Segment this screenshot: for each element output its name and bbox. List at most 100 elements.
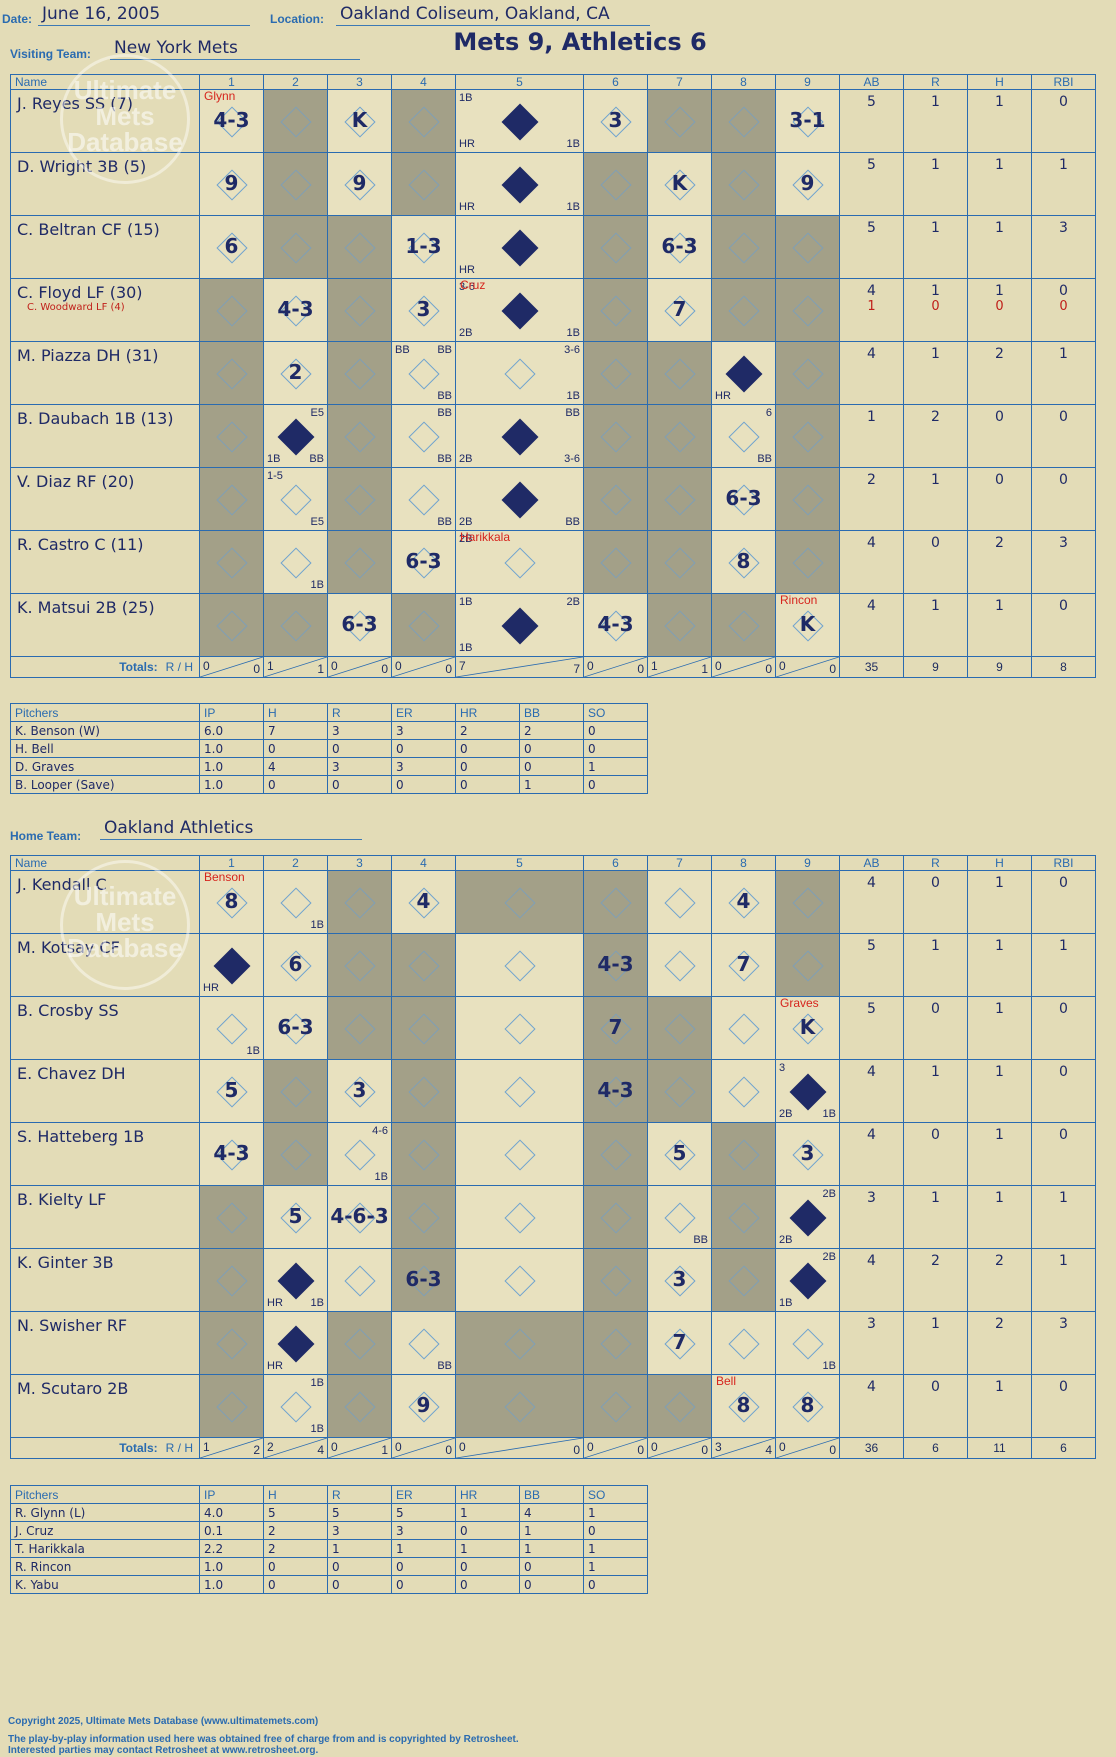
stat-value: 4	[867, 283, 876, 299]
base-mark: BB	[437, 390, 452, 402]
play-result: 9	[800, 171, 815, 195]
diamond-icon	[215, 295, 248, 327]
diamond-icon	[215, 1265, 248, 1297]
stat-value: 2	[931, 1253, 940, 1269]
at-bat-cell: HR	[455, 215, 584, 279]
at-bat-cell	[391, 89, 456, 153]
batter-stat: 3	[839, 1185, 904, 1249]
stat-value: 2	[867, 472, 876, 488]
pitcher-stat: 0	[455, 1575, 520, 1594]
stat-value: 4	[867, 875, 876, 891]
pitching-header: SO	[583, 703, 648, 722]
at-bat-cell: 4-6 1B	[327, 1122, 392, 1186]
at-bat-cell	[647, 933, 712, 997]
stat-value: 2	[995, 1253, 1004, 1269]
at-bat-cell	[455, 1248, 584, 1312]
diamond-icon	[727, 295, 760, 327]
play-result: 4	[416, 889, 431, 913]
pitcher-stat: 0	[583, 721, 648, 740]
pitcher-stat: 0	[327, 1557, 392, 1576]
batter-name: B. Kielty LF	[10, 1185, 200, 1249]
pitcher-stat: 0	[327, 739, 392, 758]
pitcher-change-note: Benson	[204, 870, 245, 884]
diamond-icon	[407, 421, 440, 453]
diamond-icon	[279, 1139, 312, 1171]
totals-label: Totals: R / H	[10, 656, 200, 678]
base-mark: 1B	[374, 1171, 388, 1183]
at-bat-cell: 4-3	[583, 1059, 648, 1123]
inning-runs: 1	[203, 1440, 210, 1454]
inning-runs: 0	[331, 659, 338, 673]
base-mark: 1-5	[267, 470, 283, 482]
stat-value: 1	[995, 157, 1004, 173]
batter-name-text: K. Ginter 3B	[17, 1253, 114, 1272]
stat-value: 1	[931, 938, 940, 954]
batter-stat: 4	[839, 530, 904, 594]
base-mark: 1B	[310, 1423, 324, 1435]
play-result: 2	[288, 360, 303, 384]
batter-stat: 1	[967, 593, 1032, 657]
at-bat-cell: 1B HR 1B	[455, 89, 584, 153]
inning-hits: 0	[701, 1443, 708, 1457]
pitcher-stat: 4	[263, 757, 328, 776]
batter-row: V. Diaz RF (20) 1-5 E5 BB 2B BB 6-3 2 1 0 0	[10, 467, 1096, 531]
base-mark: 3-6	[564, 344, 580, 356]
at-bat-cell: 5	[199, 1059, 264, 1123]
diamond-icon	[791, 887, 824, 919]
batter-stat: 1	[903, 1059, 968, 1123]
pitcher-stat: 0	[455, 1521, 520, 1540]
diamond-icon	[279, 169, 312, 201]
play-result: 8	[736, 549, 751, 573]
diamond-icon	[663, 1391, 696, 1423]
at-bat-cell	[775, 870, 840, 934]
at-bat-cell	[327, 530, 392, 594]
at-bat-cell: 3	[775, 1122, 840, 1186]
inning-hits: 0	[445, 1443, 452, 1457]
at-bat-cell	[583, 467, 648, 531]
diamond-icon	[343, 547, 376, 579]
at-bat-cell	[647, 89, 712, 153]
pitcher-row: R. Glynn (L) 4.0 5 5 5 1 4 1	[10, 1503, 648, 1522]
at-bat-cell	[455, 1059, 584, 1123]
at-bat-cell: 3	[391, 278, 456, 342]
diamond-icon	[503, 1328, 536, 1360]
diamond-icon	[791, 232, 824, 264]
stat-value: 5	[867, 94, 876, 110]
stat-value: 1	[931, 1190, 940, 1206]
batter-name: K. Matsui 2B (25)	[10, 593, 200, 657]
batter-row: S. Hatteberg 1B 4-3 4-6 1B 5 3 4 0 1 0	[10, 1122, 1096, 1186]
pitcher-stat: 2.2	[199, 1539, 264, 1558]
pitcher-stat: 0	[455, 757, 520, 776]
pitcher-name: D. Graves	[10, 757, 200, 776]
diamond-icon	[503, 358, 536, 390]
diamond-icon	[407, 169, 440, 201]
batter-stat: 0	[967, 467, 1032, 531]
at-bat-cell	[263, 152, 328, 216]
inning-header: 8	[711, 855, 776, 871]
base-mark: E5	[310, 516, 324, 528]
base-mark: 2B	[566, 596, 580, 608]
at-bat-cell: 1B 2B 1B	[455, 593, 584, 657]
at-bat-cell	[775, 467, 840, 531]
rh-legend: R / H	[165, 1441, 193, 1455]
diamond-icon	[791, 421, 824, 453]
batter-stat: 1	[967, 933, 1032, 997]
stat-header: AB	[839, 74, 904, 90]
inning-runs: 1	[651, 659, 658, 673]
diamond-icon	[503, 1013, 536, 1045]
play-result: 9	[352, 171, 367, 195]
at-bat-cell: 1B	[199, 996, 264, 1060]
stat-value: 0	[1059, 409, 1068, 425]
at-bat-cell: 4-3	[583, 593, 648, 657]
at-bat-cell	[711, 1311, 776, 1375]
visitor-scorecard: Name 1 2 3 4 5 6 7 8 9 AB R H RBI J. Reyes SS (7) 4-3 Gl…	[10, 74, 1096, 678]
play-result: K	[799, 612, 816, 636]
diamond-icon	[599, 1328, 632, 1360]
diamond-icon	[599, 421, 632, 453]
batter-row: D. Wright 3B (5) 9 9 HR 1B K 9 5 1 1 1	[10, 152, 1096, 216]
at-bat-cell	[327, 870, 392, 934]
diamond-icon	[727, 106, 760, 138]
